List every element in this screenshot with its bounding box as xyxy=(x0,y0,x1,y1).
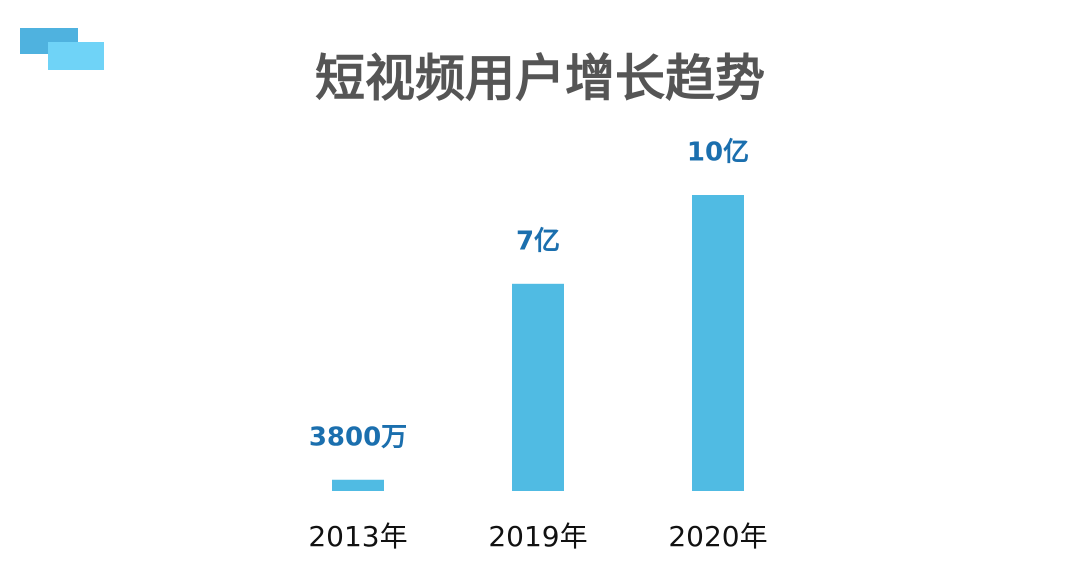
bar xyxy=(512,283,564,491)
bar xyxy=(332,479,384,491)
chart-title: 短视频用户增长趋势 xyxy=(315,50,765,108)
decoration xyxy=(48,42,104,70)
bar xyxy=(692,195,744,491)
value-label: 7亿 xyxy=(516,226,560,256)
value-label: 3800万 xyxy=(309,422,407,452)
x-tick-label: 2019年 xyxy=(488,520,587,553)
x-tick-label: 2013年 xyxy=(308,520,407,553)
x-tick-label: 2020年 xyxy=(668,520,767,553)
value-label: 10亿 xyxy=(687,138,749,168)
